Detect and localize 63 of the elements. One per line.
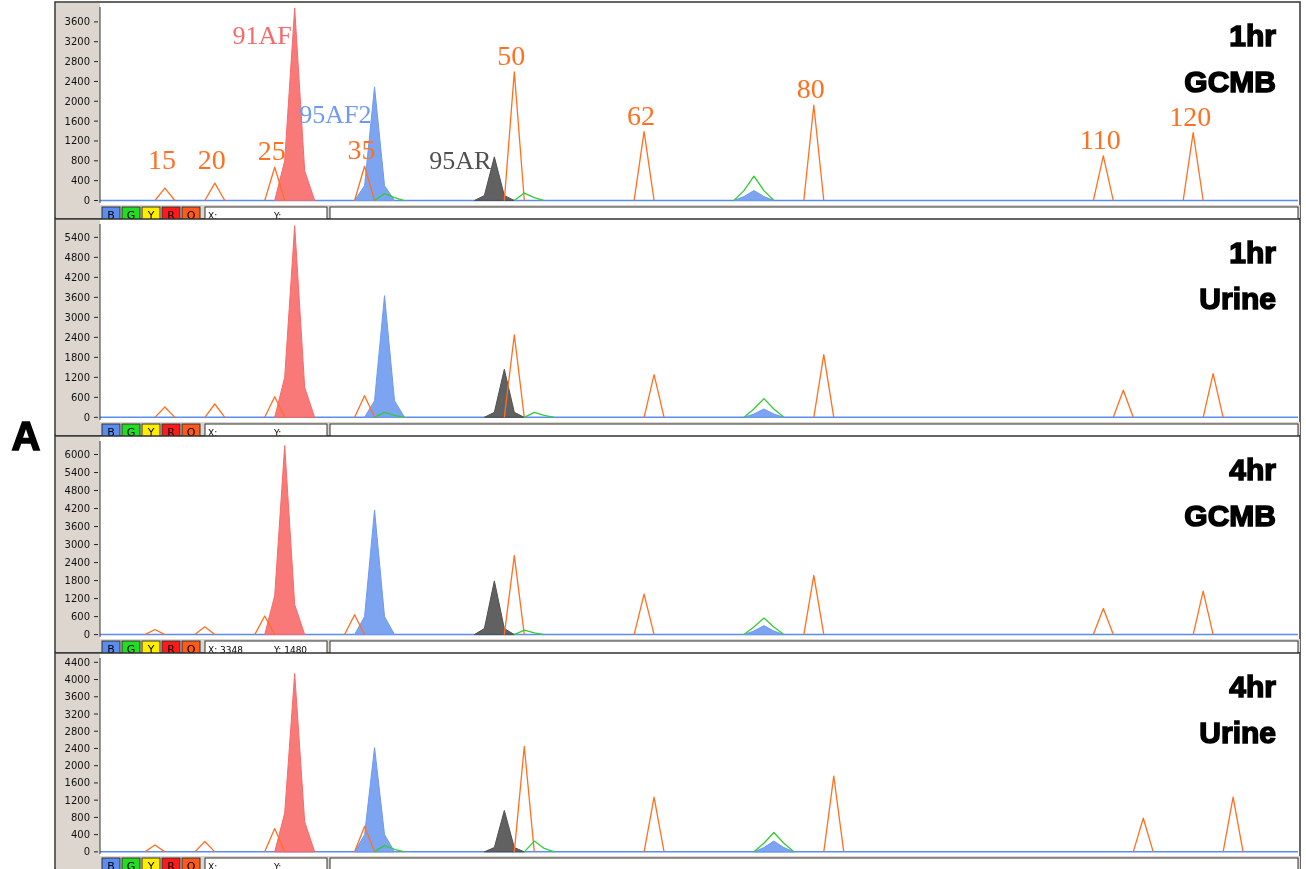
annotation: 110 [1079, 123, 1121, 155]
y-tick-label: 1800 [64, 575, 90, 587]
y-tick-label: 3000 [64, 539, 90, 551]
y-tick-label: 4800 [64, 485, 90, 497]
y-tick-label: 2800 [64, 725, 90, 737]
annotation: 50 [497, 40, 526, 71]
toolbar: B G Y R O X: Y: [56, 856, 1300, 869]
annotation: 20 [197, 143, 226, 175]
y-tick-label: 5400 [64, 231, 90, 243]
y-tick-label: 1200 [64, 135, 90, 147]
y-tick-label: 4200 [64, 503, 90, 515]
y-tick-label: 400 [70, 829, 90, 841]
annotation: 62 [627, 99, 656, 131]
y-tick-label: 4400 [64, 656, 90, 668]
y-tick-label: 1200 [64, 593, 90, 605]
chart-title: 1hr [1229, 236, 1277, 269]
y-tick-label: 1200 [64, 371, 90, 383]
y-tick-label: 3600 [64, 291, 90, 303]
y-tick-label: 1200 [64, 794, 90, 806]
y-tick-label: 3200 [64, 708, 90, 720]
text: Urine [1199, 282, 1276, 315]
y-tick-label: 3600 [64, 16, 90, 28]
annotation: 120 [1169, 100, 1212, 132]
y-tick-label: 1600 [64, 115, 90, 127]
annotation: 15 [147, 143, 176, 175]
y-tick-label: 600 [70, 391, 90, 403]
y-tick-label: 3000 [64, 311, 90, 323]
y-tick-label: 2400 [64, 331, 90, 343]
text: GCMB [1184, 499, 1276, 532]
y-tick-label: 800 [70, 155, 90, 167]
y-tick-label: 2400 [64, 75, 90, 87]
text: A [11, 414, 41, 458]
y-tick-label: 0 [83, 411, 90, 423]
y-tick-label: 1600 [64, 777, 90, 789]
y-tick-label: 3200 [64, 36, 90, 48]
y-tick-label: 2000 [64, 95, 90, 107]
y-tick-label: 3600 [64, 691, 90, 703]
chart-title: 4hr [1229, 670, 1277, 703]
chart-title: 4hr [1229, 453, 1277, 486]
series-label: 91AF [232, 20, 292, 50]
y-tick-label: 1800 [64, 351, 90, 363]
y-tick-label: 2400 [64, 557, 90, 569]
y-tick-label: 2000 [64, 760, 90, 772]
y-tick-label: 600 [70, 611, 90, 623]
y-tick-label: 2400 [64, 742, 90, 754]
y-tick-label: 4200 [64, 271, 90, 283]
series-label: 95AR [429, 145, 492, 175]
text: GCMB [1184, 65, 1276, 98]
y-tick-label: 0 [83, 629, 90, 641]
annotation: 80 [796, 73, 825, 105]
y-tick-label: 2800 [64, 56, 90, 68]
y-tick-label: 800 [70, 811, 90, 823]
y-tick-label: 4000 [64, 674, 90, 686]
y-tick-label: 6000 [64, 449, 90, 461]
y-tick-label: 4800 [64, 251, 90, 263]
annotation: 25 [257, 135, 286, 167]
y-tick-label: 0 [83, 846, 90, 858]
y-tick-label: 5400 [64, 467, 90, 479]
text: Urine [1199, 716, 1276, 749]
y-tick-label: 400 [70, 175, 90, 187]
chart-title: 1hr [1229, 19, 1277, 52]
y-tick-label: 3600 [64, 521, 90, 533]
y-tick-label: 0 [83, 195, 90, 207]
